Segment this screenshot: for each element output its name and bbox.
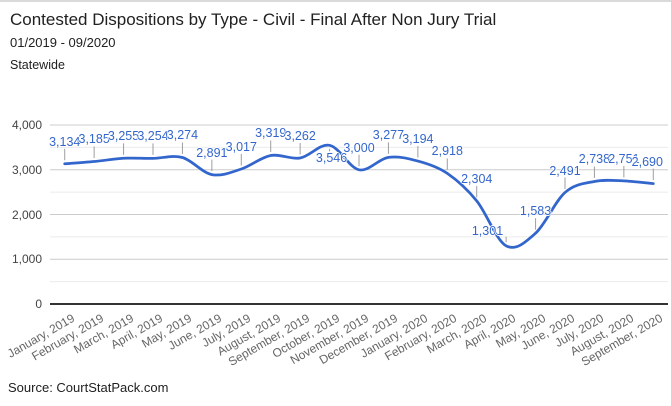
data-point-label: 2,891: [196, 145, 228, 160]
data-point-label: 3,017: [225, 139, 257, 154]
y-axis-label: 2,000: [11, 207, 42, 222]
data-point-label: 3,274: [166, 128, 199, 143]
data-point-label: 3,277: [372, 128, 405, 143]
data-point-label: 3,134: [49, 134, 81, 149]
data-point-label: 3,262: [284, 129, 316, 144]
source-note: Source: CourtStatPack.com: [8, 380, 169, 395]
series-line: [63, 143, 655, 249]
y-axis-label: 1,000: [11, 252, 42, 267]
data-point-label: 2,738: [578, 152, 611, 167]
data-point-label: 2,918: [431, 144, 463, 159]
data-point-label: 2,751: [608, 151, 640, 166]
chart-region: Statewide: [10, 58, 65, 72]
data-point-label: 2,491: [549, 163, 581, 178]
y-axis-label: 0: [35, 297, 42, 311]
chart-title: Contested Dispositions by Type - Civil -…: [10, 10, 497, 29]
data-point-label: 3,255: [107, 129, 140, 144]
data-point-label: 3,000: [343, 140, 375, 155]
data-point-label: 2,690: [631, 154, 663, 169]
data-point-label: 3,194: [402, 132, 434, 147]
data-point-label: 1,301: [471, 223, 504, 238]
chart-period: 01/2019 - 09/2020: [10, 35, 116, 50]
data-point-label: 3,185: [78, 132, 110, 147]
data-point-label: 3,254: [137, 129, 169, 144]
data-point-label: 1,583: [519, 204, 552, 219]
y-axis-label: 4,000: [11, 118, 42, 132]
y-axis-label: 3,000: [11, 162, 42, 177]
data-point-label: 3,546: [315, 151, 348, 166]
data-point-label: 3,319: [255, 126, 287, 141]
data-point-label: 2,304: [461, 171, 493, 186]
